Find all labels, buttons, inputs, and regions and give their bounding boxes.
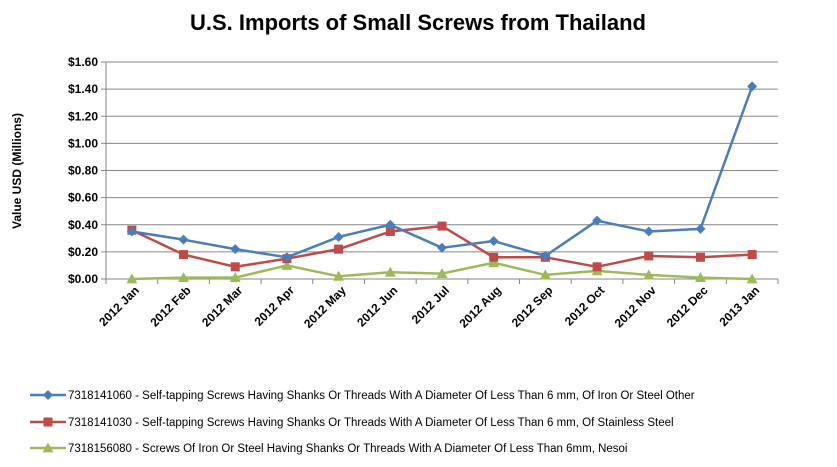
x-tick-label: 2012 Oct [562, 283, 607, 328]
data-point [230, 244, 241, 255]
legend-item-3: 7318156080 - Screws Of Iron Or Steel Hav… [30, 442, 628, 455]
data-point [695, 223, 706, 234]
data-point [333, 231, 344, 242]
data-point [747, 81, 758, 92]
data-point [540, 250, 551, 261]
y-tick-label: $0.00 [68, 272, 98, 286]
data-point [437, 221, 447, 231]
axes: $0.00 $0.20 $0.40 $0.60 $0.80 $1.00 $1.20 $1.40… [68, 55, 779, 331]
legend-label: 7318141030 - Self-tapping Screws Having … [68, 417, 674, 429]
data-point [489, 252, 499, 262]
data-point [592, 262, 602, 272]
data-point [179, 250, 189, 260]
y-tick-label: $0.80 [68, 164, 98, 178]
series-lines [126, 81, 758, 284]
data-point [281, 252, 292, 263]
data-point [436, 268, 448, 278]
data-point [488, 257, 500, 268]
y-tick-label: $0.60 [68, 191, 98, 205]
data-point [592, 215, 603, 226]
x-tick-label: 2012 Jul [409, 283, 452, 326]
data-point [178, 234, 189, 245]
data-point [385, 227, 395, 237]
x-tick-label: 2012 Jun [354, 283, 400, 329]
data-point [334, 244, 344, 254]
gridlines [106, 61, 778, 280]
y-tick-label: $1.20 [68, 109, 98, 123]
data-point [644, 251, 654, 261]
data-point [437, 242, 447, 253]
data-point [178, 272, 190, 283]
x-tick-label: 2012 Feb [147, 283, 193, 329]
data-point [539, 269, 551, 280]
y-tick-label: $1.40 [68, 82, 98, 96]
y-axis-label: Value USD (Millions) [10, 113, 24, 229]
series-line [131, 85, 754, 259]
data-point [126, 273, 138, 284]
x-tick-label: 2012 Jan [96, 283, 142, 329]
data-point [385, 219, 396, 230]
data-point [746, 273, 758, 284]
data-point [695, 252, 705, 262]
y-tick-label: $0.40 [68, 218, 98, 232]
legend-item-1: 7318141060 - Self-tapping Screws Having … [30, 390, 695, 402]
chart-title: U.S. Imports of Small Screws from Thaila… [190, 10, 646, 35]
x-tick-label: 2012 Nov [612, 283, 659, 330]
data-point [694, 272, 706, 283]
legend-marker [42, 442, 54, 453]
data-point [488, 236, 499, 247]
data-point [126, 226, 137, 237]
data-point [643, 269, 655, 280]
x-tick-label: 2012 Dec [664, 283, 711, 330]
series-1 [126, 81, 758, 263]
y-tick-label: $0.20 [68, 245, 98, 259]
data-point [747, 250, 757, 260]
legend-item-2: 7318141030 - Self-tapping Screws Having … [30, 417, 674, 429]
data-point [281, 259, 293, 270]
y-tick-label: $1.60 [68, 55, 98, 69]
data-point [384, 266, 396, 277]
data-point [333, 270, 345, 281]
legend-label: 7318156080 - Screws Of Iron Or Steel Hav… [68, 443, 628, 455]
series-3 [126, 257, 758, 284]
data-point [229, 272, 241, 283]
legend-label: 7318141060 - Self-tapping Screws Having … [68, 390, 695, 402]
legend: 7318141060 - Self-tapping Screws Having … [30, 390, 695, 455]
legend-marker [43, 417, 53, 427]
x-tick-label: 2012 Aug [456, 283, 503, 330]
data-point [230, 262, 240, 272]
x-tick-label: 2012 Sep [509, 283, 556, 330]
y-tick-label: $1.00 [68, 136, 98, 150]
legend-marker [43, 390, 53, 400]
data-point [643, 226, 654, 237]
x-tick-label: 2012 Mar [199, 283, 245, 329]
x-tick-label: 2012 Apr [252, 283, 298, 329]
x-tick-label: 2013 Jan [717, 283, 763, 329]
x-tick-label: 2012 May [301, 283, 349, 331]
